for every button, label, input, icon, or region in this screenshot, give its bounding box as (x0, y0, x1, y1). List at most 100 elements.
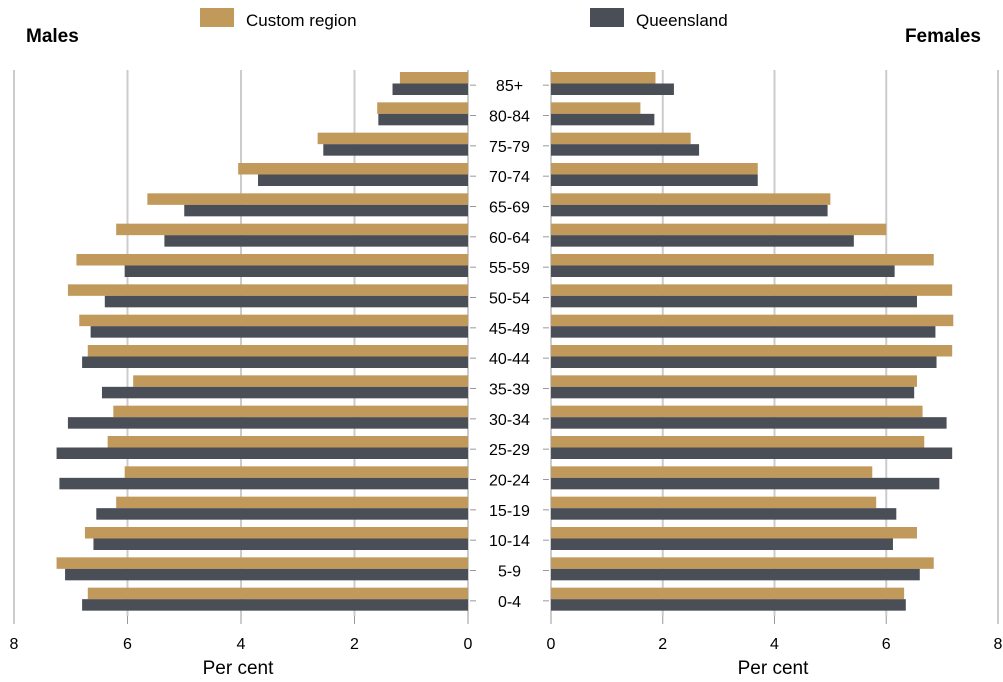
bar-males-queensland-45-49 (90, 326, 469, 338)
bar-males-queensland-50-54 (104, 295, 469, 308)
bar-males-queensland-0-4 (82, 599, 468, 611)
bar-females-custom-region-80-84 (551, 102, 641, 114)
bar-males-queensland-35-39 (101, 386, 469, 399)
age-label-30-34: 30-34 (489, 412, 530, 429)
bar-males-queensland-25-29 (56, 447, 468, 459)
bar-males-custom-region-20-24 (124, 466, 468, 478)
legend-label-queensland: Queensland (636, 11, 728, 30)
bar-males-custom-region-30-34 (113, 405, 468, 418)
x-tick-label-left-6: 6 (123, 636, 132, 653)
legend-swatch-custom-region (200, 8, 234, 27)
bar-males-custom-region-40-44 (87, 345, 469, 357)
bar-females-custom-region-55-59 (551, 254, 934, 266)
bar-females-custom-region-10-14 (551, 527, 917, 539)
x-tick-label-left-0: 0 (464, 636, 473, 653)
bar-males-custom-region-85 (399, 72, 468, 84)
x-tick-label-right-6: 6 (882, 636, 891, 653)
bar-males-custom-region-5-9 (56, 557, 468, 569)
age-label-10-14: 10-14 (489, 533, 530, 550)
bar-males-custom-region-75-79 (317, 132, 468, 145)
bar-females-queensland-70-74 (551, 174, 758, 186)
age-label-0-4: 0-4 (498, 594, 521, 611)
bar-males-custom-region-70-74 (238, 163, 468, 175)
bar-females-custom-region-5-9 (551, 557, 934, 569)
ticks-layer: 8 8 6 6 4 4 2 2 0 0 (10, 616, 1003, 653)
age-label-35-39: 35-39 (489, 382, 530, 399)
bar-males-queensland-80-84 (378, 113, 468, 126)
age-label-75-79: 75-79 (489, 139, 530, 156)
bar-females-queensland-60-64 (551, 235, 854, 247)
age-label-70-74: 70-74 (489, 169, 530, 186)
age-label-55-59: 55-59 (489, 260, 530, 277)
bars-layer (56, 72, 954, 611)
age-label-60-64: 60-64 (489, 230, 530, 247)
females-panel-title: Females (905, 26, 981, 47)
bar-females-custom-region-60-64 (551, 223, 887, 236)
bar-males-custom-region-15-19 (116, 496, 469, 509)
age-label-65-69: 65-69 (489, 200, 530, 217)
males-panel-title: Males (26, 26, 79, 47)
x-tick-label-right-2: 2 (658, 636, 667, 653)
bar-females-custom-region-35-39 (551, 375, 917, 387)
x-tick-label-right-8: 8 (994, 636, 1003, 653)
bar-females-custom-region-70-74 (551, 163, 758, 175)
bar-males-queensland-75-79 (323, 144, 468, 156)
bar-females-queensland-20-24 (551, 477, 940, 490)
bar-females-custom-region-50-54 (551, 284, 953, 296)
bar-males-queensland-15-19 (96, 508, 468, 520)
age-label-20-24: 20-24 (489, 473, 530, 490)
bar-females-queensland-30-34 (551, 417, 947, 429)
bar-males-queensland-60-64 (164, 235, 468, 247)
bar-males-custom-region-35-39 (133, 375, 469, 387)
age-label-15-19: 15-19 (489, 503, 530, 520)
x-tick-label-left-4: 4 (237, 636, 246, 653)
bar-females-custom-region-15-19 (551, 496, 877, 509)
bar-females-queensland-15-19 (551, 508, 897, 520)
bar-females-custom-region-25-29 (551, 436, 925, 448)
bar-females-queensland-35-39 (551, 386, 915, 399)
bar-females-queensland-10-14 (551, 538, 893, 550)
bar-females-queensland-25-29 (551, 447, 953, 459)
age-label-45-49: 45-49 (489, 321, 530, 338)
legend-swatch-queensland (590, 8, 624, 27)
bar-females-custom-region-45-49 (551, 314, 954, 327)
bar-males-custom-region-50-54 (67, 284, 468, 296)
bar-females-queensland-45-49 (551, 326, 936, 338)
bar-males-queensland-55-59 (124, 265, 468, 277)
bar-males-queensland-10-14 (93, 538, 468, 550)
bar-males-custom-region-0-4 (87, 587, 469, 600)
bar-females-queensland-5-9 (551, 568, 920, 581)
bar-females-custom-region-75-79 (551, 132, 691, 145)
bar-females-queensland-85 (551, 83, 674, 95)
bar-females-queensland-0-4 (551, 599, 906, 611)
bar-females-custom-region-20-24 (551, 466, 873, 478)
bar-males-queensland-40-44 (82, 356, 468, 368)
bar-females-queensland-40-44 (551, 356, 937, 368)
x-tick-label-right-4: 4 (770, 636, 779, 653)
bar-females-queensland-75-79 (551, 144, 700, 156)
bar-females-queensland-80-84 (551, 113, 655, 126)
bar-females-queensland-50-54 (551, 295, 917, 308)
bar-males-custom-region-60-64 (116, 223, 469, 236)
bar-females-queensland-65-69 (551, 204, 828, 217)
bar-females-custom-region-40-44 (551, 345, 953, 357)
age-label-80-84: 80-84 (489, 109, 530, 126)
bar-males-queensland-65-69 (184, 204, 468, 217)
bar-females-custom-region-0-4 (551, 587, 905, 600)
bar-females-custom-region-85 (551, 72, 656, 84)
grid-layer (13, 70, 999, 616)
bar-males-queensland-70-74 (258, 174, 468, 186)
bar-females-queensland-55-59 (551, 265, 895, 277)
legend: Custom region Queensland (200, 8, 728, 30)
x-axis-title-right: Per cent (738, 658, 809, 679)
age-labels: 85+ 80-84 75-79 70-74 65-69 60-64 55-59 50-54 45… (470, 78, 549, 611)
bar-females-custom-region-30-34 (551, 405, 923, 418)
bar-males-custom-region-80-84 (377, 102, 468, 114)
bar-males-custom-region-25-29 (107, 436, 468, 448)
bar-females-custom-region-65-69 (551, 193, 831, 205)
bar-males-custom-region-10-14 (84, 527, 468, 539)
age-label-25-29: 25-29 (489, 442, 530, 459)
x-axis-title-left: Per cent (203, 658, 274, 679)
bar-males-custom-region-55-59 (76, 254, 469, 266)
